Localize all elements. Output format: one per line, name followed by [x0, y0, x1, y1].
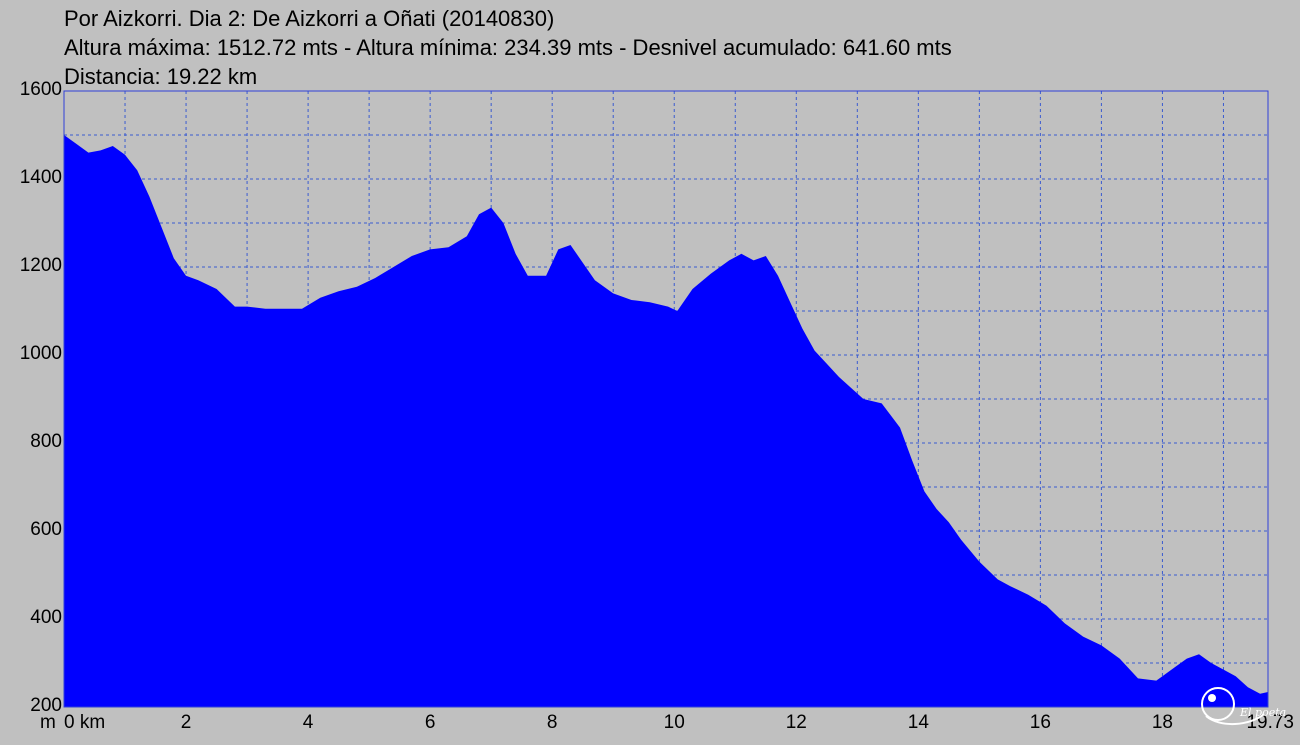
watermark-text: El poeta: [1239, 706, 1286, 719]
chart-header: Por Aizkorri. Dia 2: De Aizkorri a Oñati…: [64, 4, 952, 91]
x-tick-label: 18: [1152, 712, 1173, 733]
x-axis-ticks: 0 km 2 4 6 8 10 12 14 16 18: [64, 712, 1173, 733]
x-tick-label: 0 km: [64, 712, 105, 733]
y-tick-label: 200: [30, 695, 62, 716]
distance-label: Distancia: 19.22 km: [64, 64, 258, 89]
x-tick-label: 16: [1030, 712, 1051, 733]
logo-eye: [1208, 694, 1216, 702]
x-tick-label: 2: [181, 712, 192, 733]
y-tick-label: 1200: [20, 255, 62, 276]
x-tick-label: 10: [664, 712, 685, 733]
logo-ring: [1201, 687, 1235, 721]
plot-frame: [63, 90, 1269, 708]
x-tick-label: 12: [786, 712, 807, 733]
y-tick-label: 1600: [20, 79, 62, 100]
chart-title: Por Aizkorri. Dia 2: De Aizkorri a Oñati…: [64, 6, 555, 31]
elevation-stats: Altura máxima: 1512.72 mts - Altura míni…: [64, 35, 952, 60]
y-tick-label: 1000: [20, 343, 62, 364]
x-tick-label: 14: [908, 712, 930, 733]
y-axis-ticks: 200 400 600 800 1000 1200 1400 1600: [20, 79, 62, 716]
watermark-logo: [1201, 687, 1265, 726]
x-tick-label: 6: [425, 712, 436, 733]
logo-swoosh: [1205, 713, 1265, 726]
x-tick-label: 4: [303, 712, 314, 733]
elevation-area: [64, 135, 1268, 707]
y-tick-label: 1400: [20, 167, 62, 188]
y-tick-label: 600: [30, 519, 62, 540]
y-tick-label: 400: [30, 607, 62, 628]
y-tick-label: 800: [30, 431, 62, 452]
y-unit-label: m: [40, 712, 56, 733]
x-tick-label: 8: [547, 712, 558, 733]
